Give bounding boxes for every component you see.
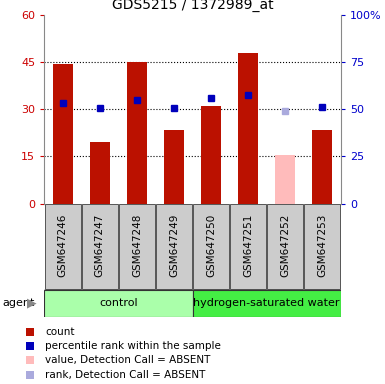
Bar — [312, 130, 332, 204]
FancyBboxPatch shape — [82, 204, 118, 289]
Text: GSM647251: GSM647251 — [243, 213, 253, 277]
Bar — [201, 106, 221, 204]
Text: percentile rank within the sample: percentile rank within the sample — [45, 341, 221, 351]
Text: GSM647246: GSM647246 — [58, 213, 68, 277]
FancyBboxPatch shape — [305, 204, 340, 289]
Text: GSM647249: GSM647249 — [169, 213, 179, 277]
Text: GSM647247: GSM647247 — [95, 213, 105, 277]
Text: count: count — [45, 327, 74, 337]
Text: rank, Detection Call = ABSENT: rank, Detection Call = ABSENT — [45, 370, 205, 380]
Text: hydrogen-saturated water: hydrogen-saturated water — [193, 298, 340, 308]
FancyBboxPatch shape — [156, 204, 192, 289]
Bar — [164, 130, 184, 204]
Text: GSM647250: GSM647250 — [206, 214, 216, 276]
Bar — [238, 53, 258, 204]
FancyBboxPatch shape — [267, 204, 303, 289]
FancyBboxPatch shape — [192, 290, 341, 317]
FancyBboxPatch shape — [193, 204, 229, 289]
Bar — [127, 62, 147, 204]
Bar — [275, 155, 295, 204]
Text: ▶: ▶ — [27, 297, 37, 310]
FancyBboxPatch shape — [230, 204, 266, 289]
Bar — [53, 64, 73, 204]
FancyBboxPatch shape — [119, 204, 155, 289]
Text: GSM647248: GSM647248 — [132, 213, 142, 277]
Text: GSM647252: GSM647252 — [280, 213, 290, 277]
Title: GDS5215 / 1372989_at: GDS5215 / 1372989_at — [112, 0, 273, 12]
Text: agent: agent — [2, 298, 34, 308]
Text: control: control — [99, 298, 138, 308]
Bar — [90, 142, 110, 204]
Text: value, Detection Call = ABSENT: value, Detection Call = ABSENT — [45, 355, 210, 365]
Text: GSM647253: GSM647253 — [317, 213, 327, 277]
FancyBboxPatch shape — [44, 290, 192, 317]
FancyBboxPatch shape — [45, 204, 80, 289]
